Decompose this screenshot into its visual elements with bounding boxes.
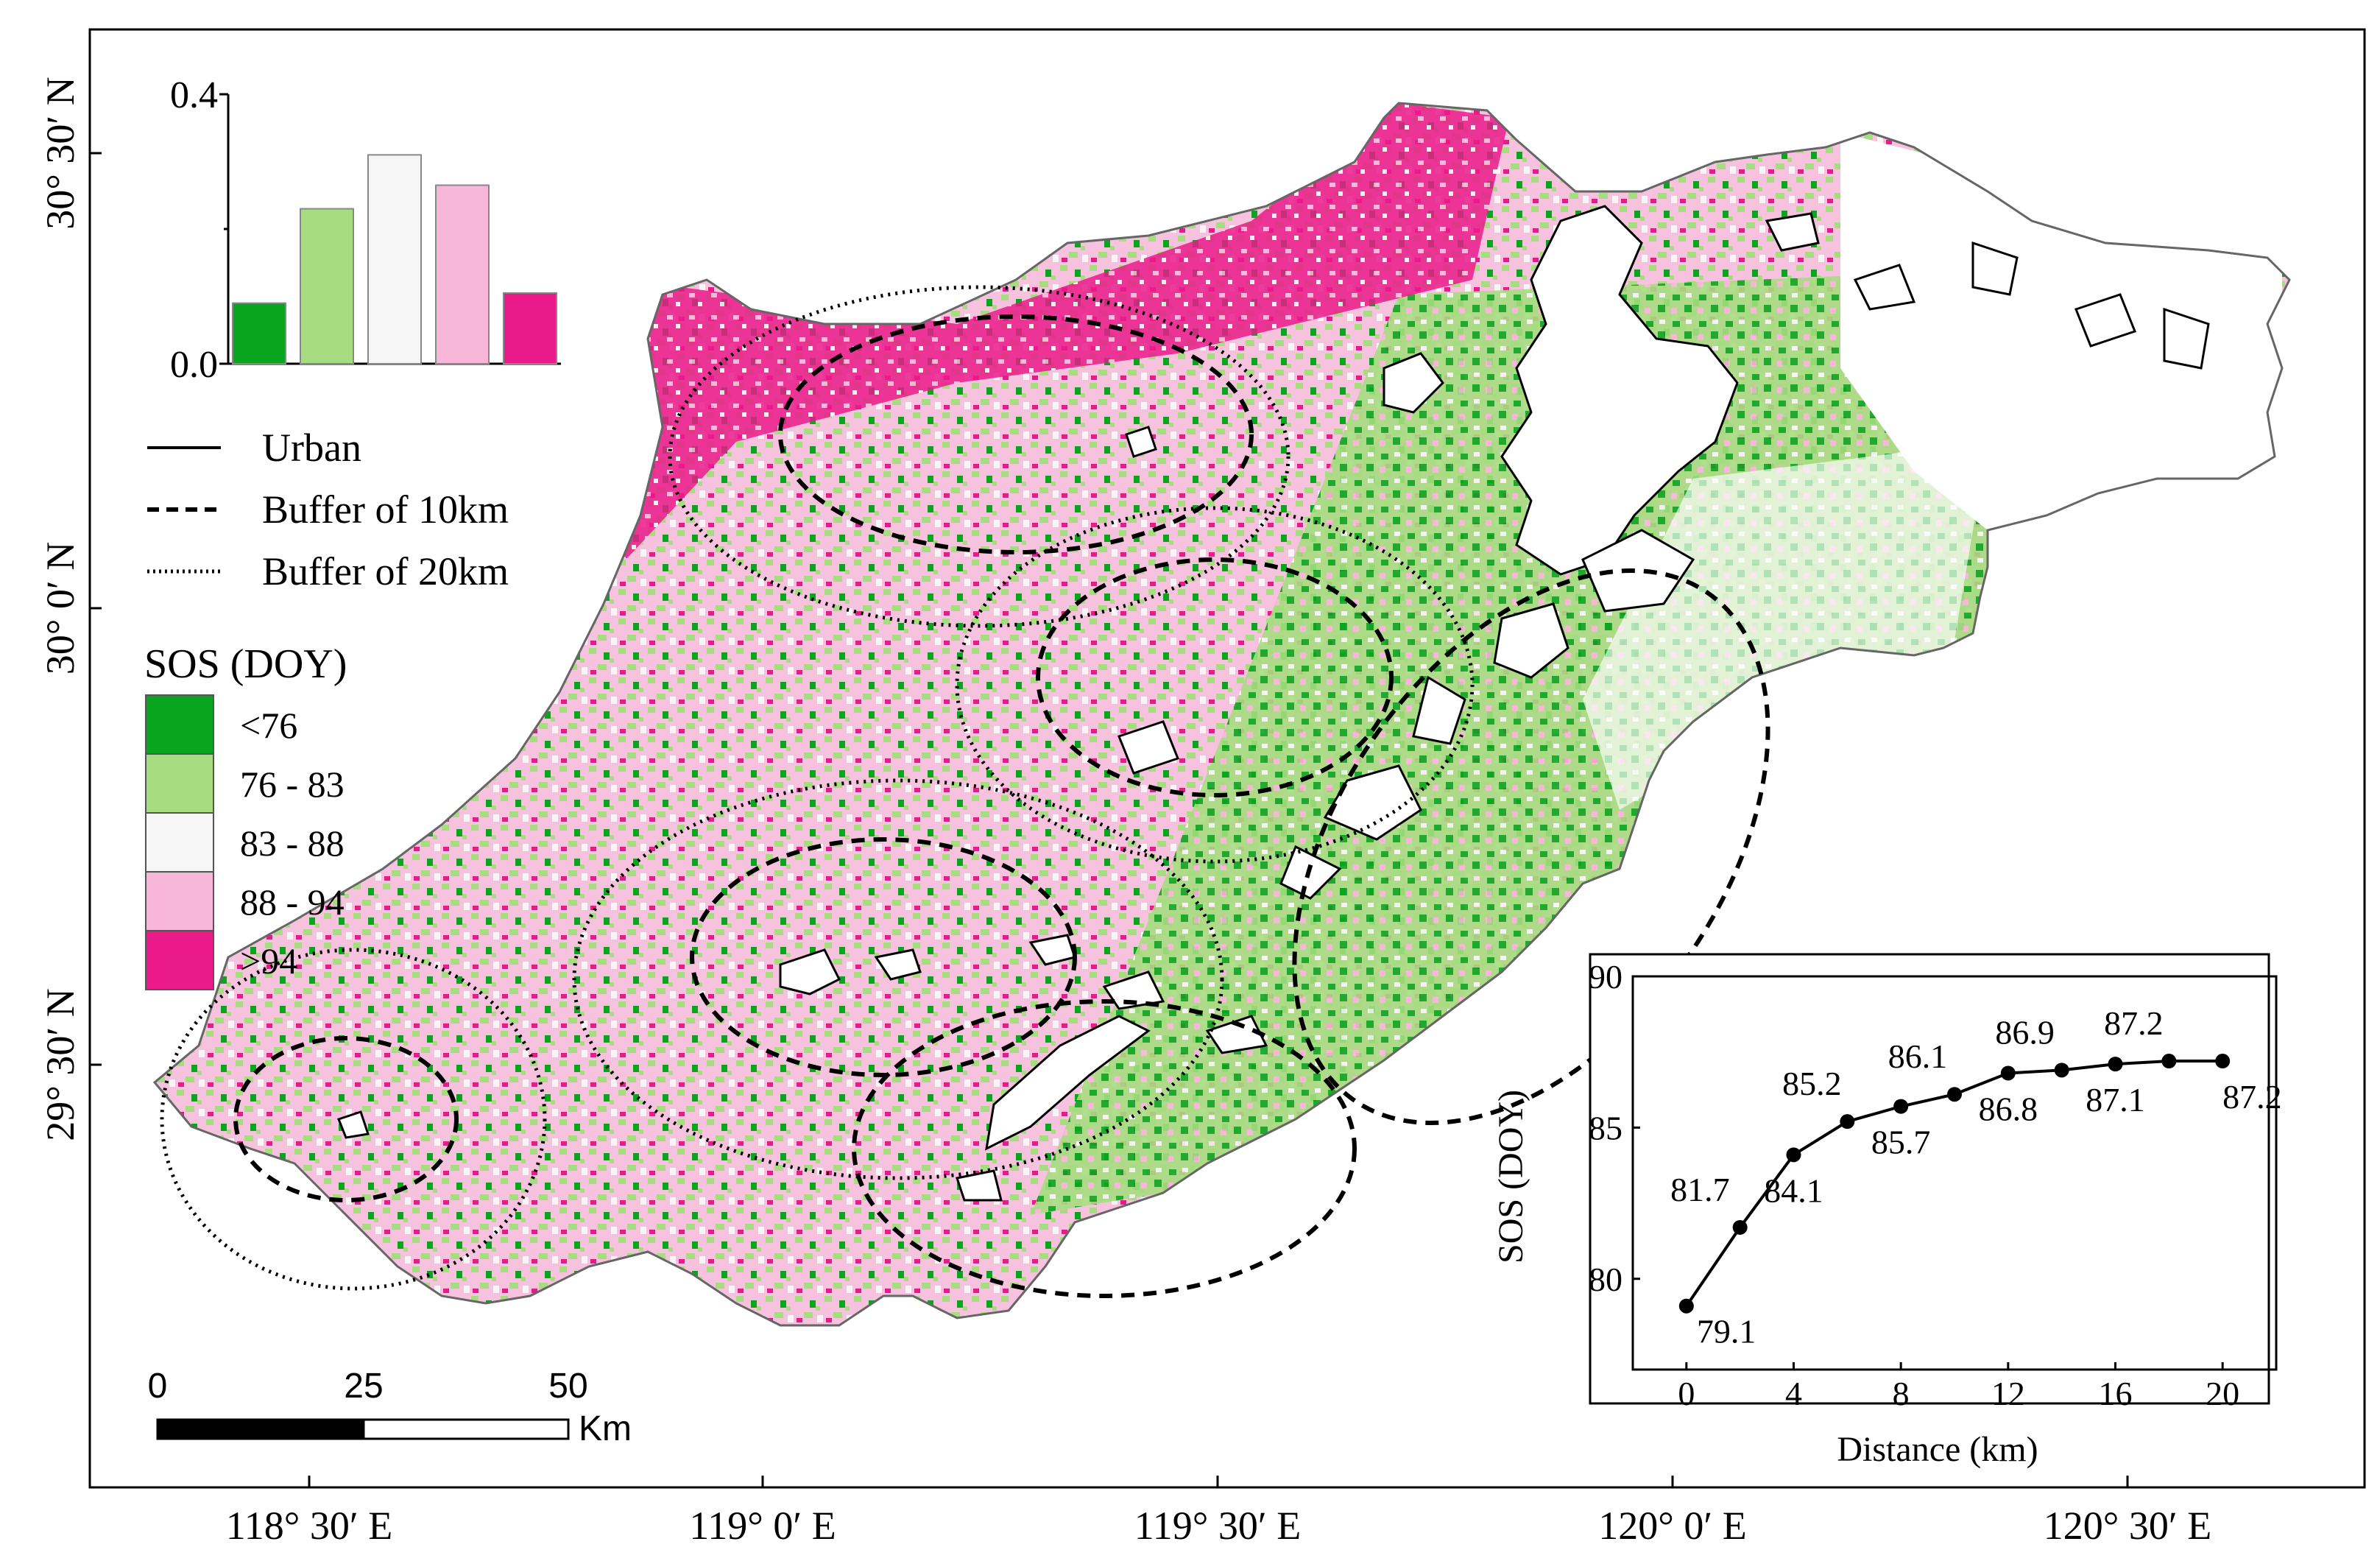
lon-label: 120° 30′ E [2044,1504,2211,1548]
histogram-bar [367,154,422,364]
sos-point-label: 87.2 [2222,1078,2282,1116]
sos-point [2000,1065,2016,1081]
sos-point-label: 87.1 [2086,1081,2145,1118]
map-frame [88,28,2366,1489]
sos-swatch [145,871,214,931]
sos-point [2215,1054,2231,1069]
sos-point [1678,1298,1694,1314]
sos-point-label: 81.7 [1670,1171,1730,1208]
line-chart-plot-area [1631,975,2278,1371]
sos-point-label: 86.9 [1995,1013,2055,1051]
lon-label: 119° 30′ E [1134,1504,1301,1548]
line-chart-inset: Distance (km) SOS (DOY) 0 4 8 12 16 20808590 … [1491,953,2282,1469]
scale-tick-label: 50 [548,1367,587,1406]
sos-legend: SOS (DOY) <76 76 - 83 83 - 88 88 - 94 >94 [144,641,347,990]
sos-point [1732,1219,1748,1235]
sos-point-label: 79.1 [1697,1313,1756,1350]
legend-label-buffer-10km: Buffer of 10km [262,487,509,532]
sos-point [1840,1114,1855,1130]
x-tick-label: 12 [1991,1375,2025,1412]
y-tick-label: 85 [1589,1109,1622,1146]
scale-bar: 0 25 50 Km [148,1367,632,1448]
bar-histogram-inset: 0.4 0.0 [170,74,561,386]
sos-swatch [145,694,214,755]
line-chart-ylabel: SOS (DOY) [1491,1090,1530,1264]
histogram-bar [503,292,557,364]
sos-class-label: <76 [240,705,297,746]
scale-tick-label: 25 [344,1367,383,1406]
sos-point [1947,1087,1962,1102]
sos-swatch [145,812,214,873]
y-tick-label: 80 [1589,1261,1622,1298]
latitude-labels: 30° 30′ N 30° 0′ N 29° 30′ N [38,77,82,1141]
x-tick-label: 8 [1893,1375,1910,1412]
lat-label: 30° 0′ N [38,542,82,674]
map-tick-marks [90,152,2129,1487]
sos-point-label: 85.2 [1782,1065,1842,1102]
lon-label: 120° 0′ E [1598,1504,1746,1548]
x-tick-label: 4 [1785,1375,1802,1412]
sos-class-label: >94 [240,940,297,982]
sos-point-label: 84.1 [1764,1171,1823,1209]
scale-unit: Km [579,1409,632,1448]
sos-class-label: 76 - 83 [240,764,345,805]
sos-swatch [145,930,214,990]
lat-label: 29° 30′ N [38,988,82,1141]
bar-ytick-label: 0.0 [170,344,218,386]
histogram-bar [435,184,490,364]
sos-point [2054,1063,2069,1078]
sos-point [2161,1054,2177,1069]
histogram-bar [232,302,286,364]
sos-point [1786,1147,1801,1163]
sos-class-label: 88 - 94 [240,881,345,923]
urban-areas [337,205,2210,1202]
sos-point-label: 86.1 [1888,1037,1948,1075]
x-tick-label: 16 [2099,1375,2133,1412]
legend-label-urban: Urban [262,426,361,470]
longitude-labels: 118° 30′ E 119° 0′ E 119° 30′ E 120° 0′ … [226,1504,2211,1548]
histogram-bar [300,208,354,364]
x-tick-label: 20 [2206,1375,2239,1412]
line-chart-xlabel: Distance (km) [1837,1430,2038,1469]
scale-tick-label: 0 [148,1367,168,1406]
sos-point [1893,1099,1909,1114]
line-chart-border [1589,953,2270,1405]
sos-point-label: 86.8 [1979,1090,2038,1127]
buffer-20km-rings [160,285,1475,1291]
sos-swatch [145,753,214,814]
sos-point [2108,1057,2123,1072]
sos-legend-title: SOS (DOY) [144,641,347,687]
lon-label: 118° 30′ E [226,1504,392,1548]
lat-label: 30° 30′ N [38,77,82,229]
x-tick-label: 0 [1678,1375,1695,1412]
legend-label-buffer-20km: Buffer of 20km [262,549,509,593]
sos-point-label: 87.2 [2104,1004,2164,1042]
sos-point-label: 85.7 [1871,1124,1931,1161]
line-legend: Urban Buffer of 10km Buffer of 20km [147,426,509,593]
lon-label: 119° 0′ E [689,1504,836,1548]
sos-class-label: 83 - 88 [240,822,345,864]
bar-ytick-label: 0.4 [170,74,218,116]
y-tick-label: 90 [1589,958,1622,996]
